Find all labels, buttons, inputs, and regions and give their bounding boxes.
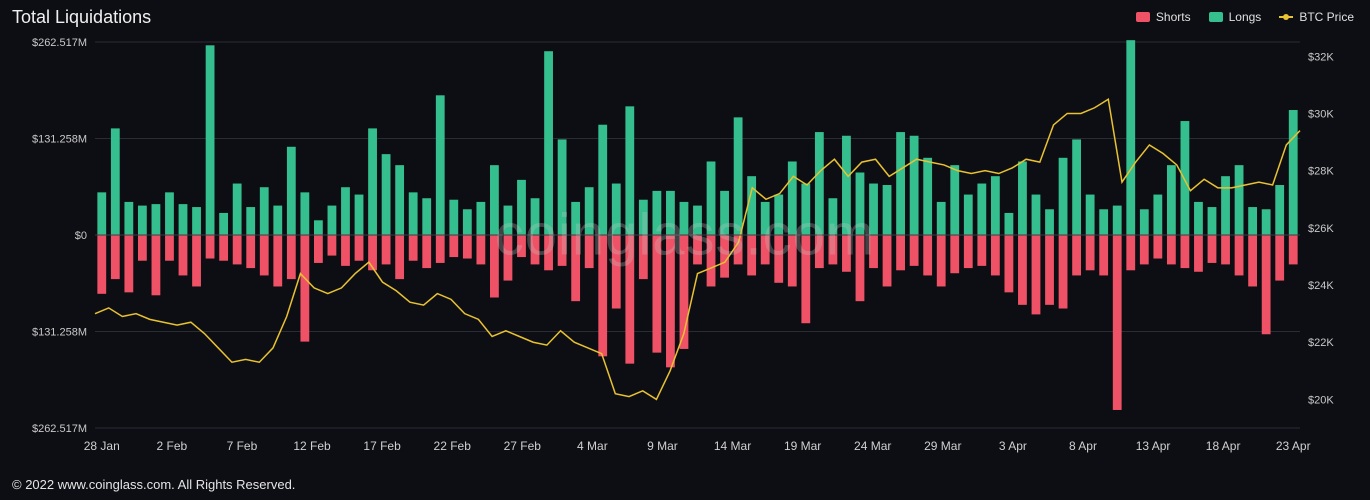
chart-svg: $262.517M $131.258M $0 $131.258M $262.517M $3… [0, 28, 1370, 460]
svg-text:8 Apr: 8 Apr [1069, 439, 1097, 453]
svg-text:$32K: $32K [1308, 51, 1334, 63]
legend-shorts-label: Shorts [1156, 10, 1191, 24]
svg-text:13 Apr: 13 Apr [1136, 439, 1171, 453]
legend-shorts[interactable]: Shorts [1136, 10, 1191, 24]
svg-text:28 Jan: 28 Jan [84, 439, 120, 453]
svg-text:14 Mar: 14 Mar [714, 439, 751, 453]
svg-text:$30K: $30K [1308, 108, 1334, 120]
legend: Shorts Longs BTC Price [1136, 10, 1354, 24]
legend-btc-label: BTC Price [1299, 10, 1354, 24]
svg-text:$131.258M: $131.258M [32, 326, 87, 338]
longs-swatch [1209, 12, 1223, 22]
svg-text:23 Apr: 23 Apr [1276, 439, 1311, 453]
svg-text:3 Apr: 3 Apr [999, 439, 1027, 453]
svg-text:$20K: $20K [1308, 394, 1334, 406]
legend-btc[interactable]: BTC Price [1279, 10, 1354, 24]
svg-text:$28K: $28K [1308, 166, 1334, 178]
svg-text:$262.517M: $262.517M [32, 423, 87, 435]
svg-text:$22K: $22K [1308, 337, 1334, 349]
legend-longs-label: Longs [1229, 10, 1262, 24]
chart-title: Total Liquidations [12, 7, 151, 28]
shorts-swatch [1136, 12, 1150, 22]
chart-header: Total Liquidations Shorts Longs BTC Pric… [0, 0, 1370, 28]
btc-swatch [1279, 16, 1293, 18]
svg-text:$131.258M: $131.258M [32, 134, 87, 146]
svg-text:9 Mar: 9 Mar [647, 439, 678, 453]
svg-text:24 Mar: 24 Mar [854, 439, 891, 453]
svg-text:$262.517M: $262.517M [32, 37, 87, 49]
svg-text:17 Feb: 17 Feb [363, 439, 401, 453]
svg-text:2 Feb: 2 Feb [157, 439, 188, 453]
svg-text:4 Mar: 4 Mar [577, 439, 608, 453]
legend-longs[interactable]: Longs [1209, 10, 1262, 24]
svg-text:$26K: $26K [1308, 223, 1334, 235]
svg-text:7 Feb: 7 Feb [227, 439, 258, 453]
footer-copyright: © 2022 www.coinglass.com. All Rights Res… [12, 477, 295, 492]
svg-text:$24K: $24K [1308, 280, 1334, 292]
svg-text:18 Apr: 18 Apr [1206, 439, 1241, 453]
svg-text:27 Feb: 27 Feb [504, 439, 542, 453]
svg-text:12 Feb: 12 Feb [293, 439, 331, 453]
svg-text:29 Mar: 29 Mar [924, 439, 961, 453]
chart-area: $262.517M $131.258M $0 $131.258M $262.517M $3… [0, 28, 1370, 460]
svg-text:19 Mar: 19 Mar [784, 439, 821, 453]
svg-text:$0: $0 [75, 230, 87, 242]
svg-text:22 Feb: 22 Feb [434, 439, 472, 453]
